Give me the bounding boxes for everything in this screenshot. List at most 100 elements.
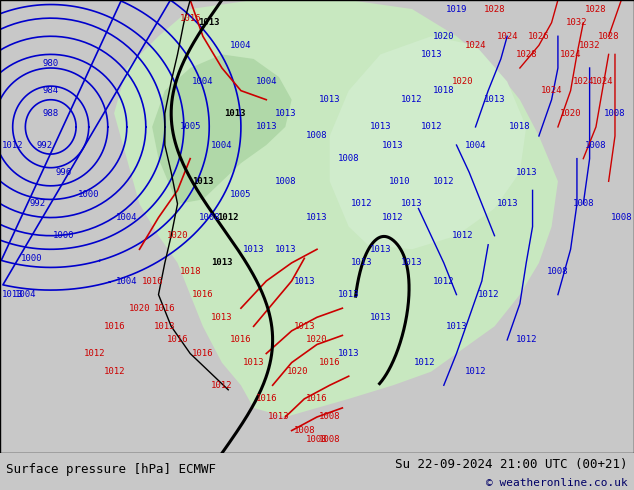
Text: 1008: 1008	[198, 213, 220, 222]
Text: 1012: 1012	[382, 213, 404, 222]
Text: 1004: 1004	[230, 41, 252, 50]
Text: 1013: 1013	[275, 245, 296, 254]
Text: 1019: 1019	[446, 4, 467, 14]
Text: 988: 988	[42, 109, 59, 118]
Text: 1012: 1012	[515, 336, 537, 344]
Text: 1013: 1013	[306, 213, 328, 222]
Text: 1012: 1012	[420, 122, 442, 131]
Text: 1013: 1013	[338, 290, 359, 299]
Text: 1000: 1000	[78, 191, 100, 199]
Text: 1004: 1004	[211, 141, 233, 149]
Text: 1010: 1010	[389, 177, 410, 186]
Text: 1020: 1020	[452, 77, 474, 86]
Text: 1018: 1018	[179, 268, 201, 276]
Text: 1020: 1020	[167, 231, 188, 240]
Text: 1008: 1008	[338, 154, 359, 163]
Text: 1013: 1013	[224, 109, 245, 118]
Text: 1024: 1024	[465, 41, 486, 50]
Text: 1008: 1008	[306, 131, 328, 141]
Text: 1018: 1018	[433, 86, 455, 95]
Text: 1020: 1020	[560, 109, 581, 118]
Text: 1032: 1032	[566, 18, 588, 27]
Text: 1016: 1016	[230, 336, 252, 344]
Text: 1013: 1013	[275, 109, 296, 118]
Text: 1005: 1005	[230, 191, 252, 199]
Text: 1028: 1028	[484, 4, 505, 14]
Text: 1032: 1032	[579, 41, 600, 50]
Text: 1013: 1013	[351, 258, 372, 268]
Text: 1013: 1013	[338, 349, 359, 358]
Text: 1013: 1013	[370, 313, 391, 322]
Text: 1004: 1004	[192, 77, 214, 86]
Text: 1016: 1016	[103, 322, 125, 331]
Polygon shape	[152, 54, 292, 204]
Text: 1008: 1008	[319, 435, 340, 444]
Text: 1012: 1012	[433, 276, 455, 286]
Text: 1004: 1004	[256, 77, 277, 86]
Text: 1000: 1000	[53, 231, 74, 240]
Text: 1013: 1013	[401, 258, 423, 268]
Text: 1008: 1008	[294, 426, 315, 435]
Text: 992: 992	[36, 141, 53, 149]
Text: 1016: 1016	[141, 276, 163, 286]
Text: 1016: 1016	[192, 349, 214, 358]
Text: 1012: 1012	[211, 381, 233, 390]
Text: 1016: 1016	[167, 336, 188, 344]
Text: 1013: 1013	[268, 413, 290, 421]
Text: 1008: 1008	[573, 199, 594, 208]
Text: 1020: 1020	[433, 32, 455, 41]
Text: 1013: 1013	[382, 141, 404, 149]
Text: 1013: 1013	[211, 258, 233, 268]
Text: 1024: 1024	[496, 32, 518, 41]
Text: © weatheronline.co.uk: © weatheronline.co.uk	[486, 478, 628, 488]
Text: 1004: 1004	[116, 276, 138, 286]
Text: 1013: 1013	[401, 199, 423, 208]
Polygon shape	[330, 36, 526, 249]
Text: Surface pressure [hPa] ECMWF: Surface pressure [hPa] ECMWF	[6, 463, 216, 476]
Text: 1012: 1012	[414, 358, 436, 367]
Text: 1012: 1012	[351, 199, 372, 208]
Text: 1012: 1012	[465, 367, 486, 376]
Text: 996: 996	[55, 168, 72, 177]
Text: 1008: 1008	[275, 177, 296, 186]
Text: 1016: 1016	[179, 14, 201, 23]
Text: 1028: 1028	[585, 4, 607, 14]
Text: 984: 984	[42, 86, 59, 95]
Text: 1012: 1012	[84, 349, 106, 358]
Text: 1013: 1013	[370, 245, 391, 254]
Text: 1008: 1008	[306, 435, 328, 444]
Text: 1016: 1016	[319, 358, 340, 367]
Text: 1016: 1016	[256, 394, 277, 403]
Text: 1013: 1013	[192, 177, 214, 186]
Text: 1013: 1013	[294, 322, 315, 331]
Text: 1024: 1024	[592, 77, 613, 86]
Text: 980: 980	[42, 59, 59, 68]
Text: 1013: 1013	[484, 95, 505, 104]
Text: 1016: 1016	[192, 290, 214, 299]
Polygon shape	[114, 0, 558, 417]
Text: 1013: 1013	[154, 322, 176, 331]
Text: 992: 992	[30, 199, 46, 208]
Text: 1028: 1028	[515, 50, 537, 59]
Text: 1020: 1020	[306, 336, 328, 344]
Text: 1013: 1013	[370, 122, 391, 131]
Text: 1008: 1008	[585, 141, 607, 149]
Text: 1012: 1012	[103, 367, 125, 376]
Text: 1004: 1004	[116, 213, 138, 222]
Text: 1000: 1000	[21, 254, 42, 263]
Text: 1012: 1012	[477, 290, 499, 299]
Text: 1013: 1013	[319, 95, 340, 104]
Text: 1026: 1026	[528, 32, 550, 41]
Text: 1013: 1013	[243, 245, 264, 254]
Text: 1008: 1008	[611, 213, 632, 222]
Text: 1020: 1020	[287, 367, 309, 376]
Text: 1018: 1018	[509, 122, 531, 131]
Text: 1013: 1013	[496, 199, 518, 208]
Text: 1008: 1008	[319, 413, 340, 421]
Text: 1016: 1016	[306, 394, 328, 403]
Text: 1016: 1016	[154, 304, 176, 313]
Text: 1008: 1008	[604, 109, 626, 118]
Text: 1012: 1012	[2, 141, 23, 149]
Text: 1020: 1020	[129, 304, 150, 313]
Text: 1012: 1012	[401, 95, 423, 104]
